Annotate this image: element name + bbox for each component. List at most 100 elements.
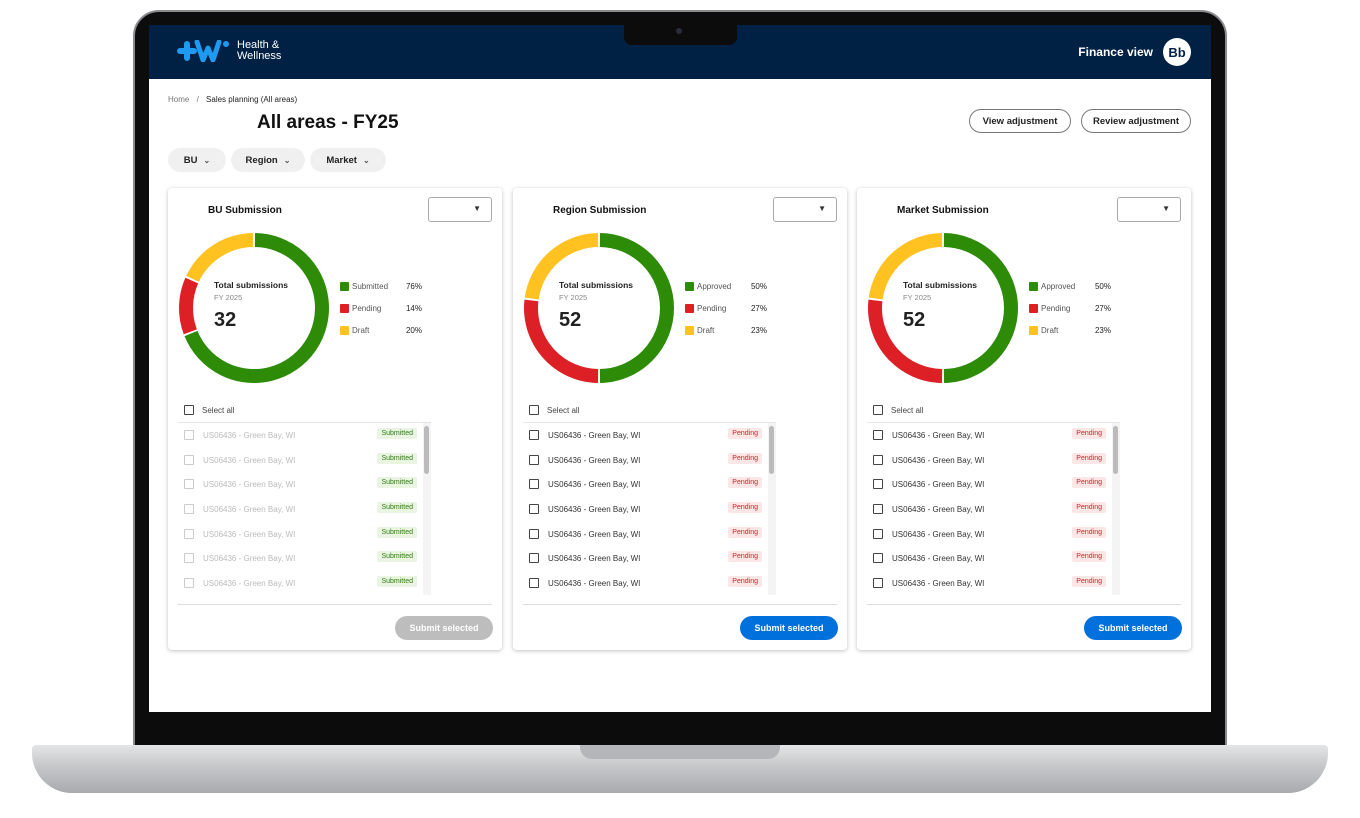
filter-bu[interactable]: BU ⌄: [168, 148, 226, 172]
row-checkbox[interactable]: [529, 455, 539, 465]
select-all-checkbox[interactable]: [529, 405, 539, 415]
submit-selected-button[interactable]: Submit selected: [1084, 616, 1182, 640]
review-adjustment-button[interactable]: Review adjustment: [1081, 109, 1191, 133]
row-label: US06436 - Green Bay, WI: [548, 430, 641, 440]
finance-view-label[interactable]: Finance view: [1078, 45, 1153, 59]
list-item[interactable]: US06436 - Green Bay, WI Pending: [873, 551, 1106, 565]
row-checkbox[interactable]: [529, 578, 539, 588]
list-item[interactable]: US06436 - Green Bay, WI Pending: [873, 502, 1106, 516]
row-checkbox[interactable]: [529, 529, 539, 539]
list-item[interactable]: US06436 - Green Bay, WI Pending: [873, 527, 1106, 541]
breadcrumb-current: Sales planning (All areas): [206, 95, 298, 104]
list-item[interactable]: US06436 - Green Bay, WI Pending: [529, 527, 762, 541]
laptop-hinge-notch: [580, 745, 780, 759]
legend-item: Submitted 76%: [340, 282, 422, 292]
list-scrollbar[interactable]: [423, 423, 431, 595]
breadcrumb: Home / Sales planning (All areas): [168, 95, 297, 104]
row-checkbox[interactable]: [873, 529, 883, 539]
list-item[interactable]: US06436 - Green Bay, WI Submitted: [184, 477, 417, 491]
user-avatar[interactable]: Bb: [1163, 38, 1191, 66]
list-item[interactable]: US06436 - Green Bay, WI Pending: [529, 576, 762, 590]
row-checkbox[interactable]: [873, 479, 883, 489]
select-all[interactable]: Select all: [529, 405, 579, 415]
list-item[interactable]: US06436 - Green Bay, WI Pending: [873, 576, 1106, 590]
caret-down-icon: ▼: [1162, 204, 1170, 213]
list-item[interactable]: US06436 - Green Bay, WI Pending: [873, 477, 1106, 491]
donut-chart: [179, 233, 329, 383]
legend-name: Pending: [1041, 304, 1071, 313]
status-badge: Pending: [728, 428, 762, 439]
scrollbar-thumb[interactable]: [1113, 426, 1118, 474]
row-checkbox: [184, 479, 194, 489]
filter-market[interactable]: Market ⌄: [310, 148, 386, 172]
row-label: US06436 - Green Bay, WI: [203, 578, 296, 588]
list-item[interactable]: US06436 - Green Bay, WI Submitted: [184, 453, 417, 467]
row-label: US06436 - Green Bay, WI: [548, 479, 641, 489]
donut-segment-draft: [868, 233, 943, 300]
row-label: US06436 - Green Bay, WI: [892, 430, 985, 440]
card-dropdown[interactable]: ▼: [428, 197, 492, 222]
submit-selected-button[interactable]: Submit selected: [740, 616, 838, 640]
brand-logo[interactable]: Health & Wellness: [177, 40, 281, 62]
select-all-label: Select all: [547, 405, 580, 415]
list-item[interactable]: US06436 - Green Bay, WI Pending: [529, 551, 762, 565]
list-item[interactable]: US06436 - Green Bay, WI Pending: [529, 502, 762, 516]
legend-name: Approved: [1041, 282, 1076, 291]
status-badge: Pending: [728, 477, 762, 488]
legend-swatch: [340, 326, 349, 335]
select-all-label: Select all: [202, 405, 235, 415]
status-badge: Submitted: [377, 502, 417, 513]
list-item[interactable]: US06436 - Green Bay, WI Submitted: [184, 551, 417, 565]
row-label: US06436 - Green Bay, WI: [892, 504, 985, 514]
row-checkbox[interactable]: [873, 578, 883, 588]
filter-region[interactable]: Region ⌄: [231, 148, 305, 172]
caret-down-icon: ▼: [473, 204, 481, 213]
legend-name: Submitted: [352, 282, 389, 291]
hw-logo-icon: [177, 40, 229, 62]
total-count: 52: [559, 309, 582, 331]
list-item[interactable]: US06436 - Green Bay, WI Submitted: [184, 502, 417, 516]
list-item[interactable]: US06436 - Green Bay, WI Submitted: [184, 527, 417, 541]
divider: [867, 604, 1181, 605]
scrollbar-thumb[interactable]: [769, 426, 774, 474]
page-title: All areas - FY25: [257, 112, 399, 133]
submit-selected-button[interactable]: Submit selected: [395, 616, 493, 640]
list-item[interactable]: US06436 - Green Bay, WI Pending: [529, 453, 762, 467]
market-submission-card: Market Submission ▼ Total submissions FY…: [857, 188, 1191, 650]
status-badge: Submitted: [377, 527, 417, 538]
list-item[interactable]: US06436 - Green Bay, WI Submitted: [184, 428, 417, 442]
select-all-checkbox[interactable]: [184, 405, 194, 415]
view-adjustment-button[interactable]: View adjustment: [969, 109, 1071, 133]
select-all-checkbox[interactable]: [873, 405, 883, 415]
list-item[interactable]: US06436 - Green Bay, WI Pending: [529, 477, 762, 491]
scrollbar-thumb[interactable]: [424, 426, 429, 474]
list-item[interactable]: US06436 - Green Bay, WI Pending: [529, 428, 762, 442]
select-all[interactable]: Select all: [873, 405, 923, 415]
center-label: Total submissions: [559, 280, 633, 290]
breadcrumb-home[interactable]: Home: [168, 95, 190, 104]
legend-percent: 50%: [750, 282, 767, 291]
list-item[interactable]: US06436 - Green Bay, WI Submitted: [184, 576, 417, 590]
select-all[interactable]: Select all: [184, 405, 234, 415]
row-checkbox[interactable]: [529, 504, 539, 514]
list-scrollbar[interactable]: [768, 423, 776, 595]
row-checkbox: [184, 430, 194, 440]
card-dropdown[interactable]: ▼: [773, 197, 837, 222]
row-checkbox[interactable]: [529, 479, 539, 489]
row-checkbox[interactable]: [873, 553, 883, 563]
legend-name: Draft: [697, 326, 715, 335]
row-checkbox[interactable]: [529, 553, 539, 563]
donut-center: Total submissions FY 2025 52: [903, 280, 977, 332]
row-checkbox[interactable]: [529, 430, 539, 440]
app-screen: Health & Wellness Finance view Bb Home / …: [149, 25, 1211, 712]
list-item[interactable]: US06436 - Green Bay, WI Pending: [873, 428, 1106, 442]
status-badge: Pending: [728, 527, 762, 538]
row-label: US06436 - Green Bay, WI: [892, 529, 985, 539]
row-checkbox[interactable]: [873, 504, 883, 514]
list-scrollbar[interactable]: [1112, 423, 1120, 595]
row-checkbox[interactable]: [873, 430, 883, 440]
row-checkbox[interactable]: [873, 455, 883, 465]
card-dropdown[interactable]: ▼: [1117, 197, 1181, 222]
list-item[interactable]: US06436 - Green Bay, WI Pending: [873, 453, 1106, 467]
legend-swatch: [340, 282, 349, 291]
